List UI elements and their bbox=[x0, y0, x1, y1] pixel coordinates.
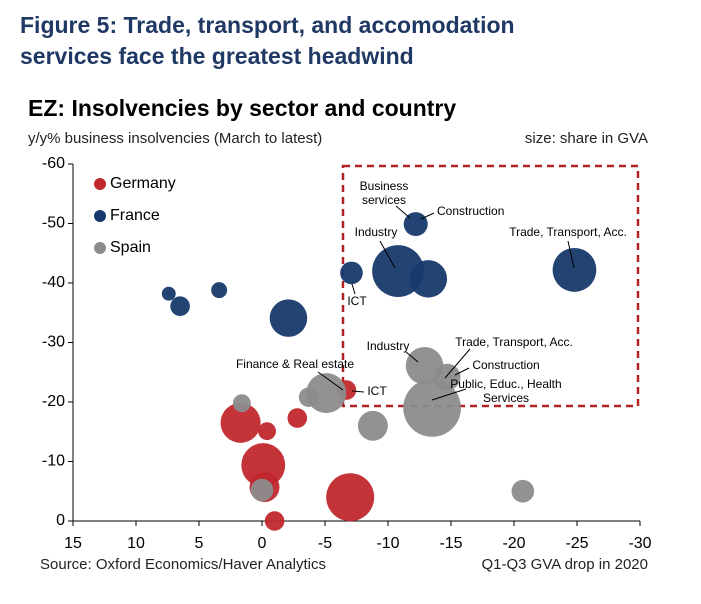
leader-line bbox=[395, 205, 411, 219]
figure-title: services face the greatest headwind bbox=[20, 43, 414, 69]
y-tick-label: -20 bbox=[42, 393, 65, 410]
y-axis-label: y/y% business insolvencies (March to lat… bbox=[28, 130, 322, 147]
bubble bbox=[405, 346, 444, 385]
x-tick-label: 10 bbox=[127, 535, 145, 552]
annotation: services bbox=[362, 193, 406, 207]
leader-line bbox=[431, 388, 467, 401]
leader-line bbox=[444, 348, 471, 379]
bubble bbox=[211, 282, 228, 299]
x-tick-label: -25 bbox=[565, 535, 588, 552]
bubble bbox=[170, 296, 190, 317]
bubble bbox=[326, 473, 375, 522]
y-tick-label: -30 bbox=[42, 334, 65, 351]
y-tick-label: -50 bbox=[42, 215, 65, 232]
annotation: Construction bbox=[437, 204, 504, 218]
x-tick-label: -15 bbox=[439, 535, 462, 552]
chart-title: EZ: Insolvencies by sector and country bbox=[28, 95, 456, 121]
bubble bbox=[403, 379, 461, 437]
source: Source: Oxford Economics/Haver Analytics bbox=[40, 556, 326, 573]
size-label: size: share in GVA bbox=[525, 130, 648, 147]
x-tick-label: -10 bbox=[376, 535, 399, 552]
annotation: Business bbox=[360, 179, 409, 193]
figure-title: Figure 5: Trade, transport, and accomoda… bbox=[20, 12, 515, 38]
bubble bbox=[511, 479, 535, 503]
leader-line bbox=[567, 240, 575, 269]
annotation: ICT bbox=[347, 294, 367, 308]
x-tick-label: -20 bbox=[502, 535, 525, 552]
x-axis-label: Q1-Q3 GVA drop in 2020 bbox=[482, 556, 649, 573]
bubble bbox=[269, 299, 308, 337]
x-tick-label: -30 bbox=[628, 535, 651, 552]
bubble bbox=[232, 394, 251, 413]
annotation: Trade, Transport, Acc. bbox=[509, 225, 627, 239]
x-tick-label: 15 bbox=[64, 535, 82, 552]
annotation: Industry bbox=[355, 225, 398, 239]
bubble bbox=[220, 402, 261, 443]
bubble bbox=[409, 260, 448, 298]
annotation: Finance & Real estate bbox=[236, 357, 354, 371]
leader-line bbox=[420, 212, 435, 220]
leader-line bbox=[454, 367, 470, 376]
legend-label: Germany bbox=[110, 175, 176, 192]
legend-label: Spain bbox=[110, 239, 151, 256]
annotation: Public, Educ., Health bbox=[450, 377, 561, 391]
x-tick-label: 5 bbox=[195, 535, 204, 552]
leader-line bbox=[379, 240, 396, 269]
annotation: ICT bbox=[367, 384, 387, 398]
y-tick-label: -40 bbox=[42, 274, 65, 291]
bubble bbox=[340, 261, 363, 285]
bubble bbox=[552, 248, 597, 292]
leader-line bbox=[317, 371, 344, 391]
y-tick-label: -10 bbox=[42, 453, 65, 470]
annotation: Construction bbox=[472, 358, 539, 372]
highlight-box bbox=[341, 164, 640, 408]
annotation: Industry bbox=[367, 339, 410, 353]
leader-line bbox=[351, 390, 365, 393]
annotation: Trade, Transport, Acc. bbox=[455, 335, 573, 349]
annotation: Services bbox=[483, 391, 529, 405]
bubble bbox=[306, 373, 347, 414]
y-tick-label: 0 bbox=[56, 512, 65, 529]
bubble bbox=[258, 422, 276, 441]
x-tick-label: 0 bbox=[258, 535, 267, 552]
legend-marker bbox=[94, 178, 106, 190]
bubble bbox=[161, 286, 176, 301]
bubble bbox=[250, 478, 274, 502]
x-tick-label: -5 bbox=[318, 535, 332, 552]
bubble bbox=[287, 408, 308, 428]
y-tick-label: -60 bbox=[42, 155, 65, 172]
bubble bbox=[264, 511, 285, 531]
legend-marker bbox=[94, 242, 106, 254]
legend-marker bbox=[94, 210, 106, 222]
legend-label: France bbox=[110, 207, 160, 224]
leader-line bbox=[405, 351, 419, 363]
leader-line bbox=[351, 283, 356, 295]
bubble bbox=[357, 410, 388, 441]
